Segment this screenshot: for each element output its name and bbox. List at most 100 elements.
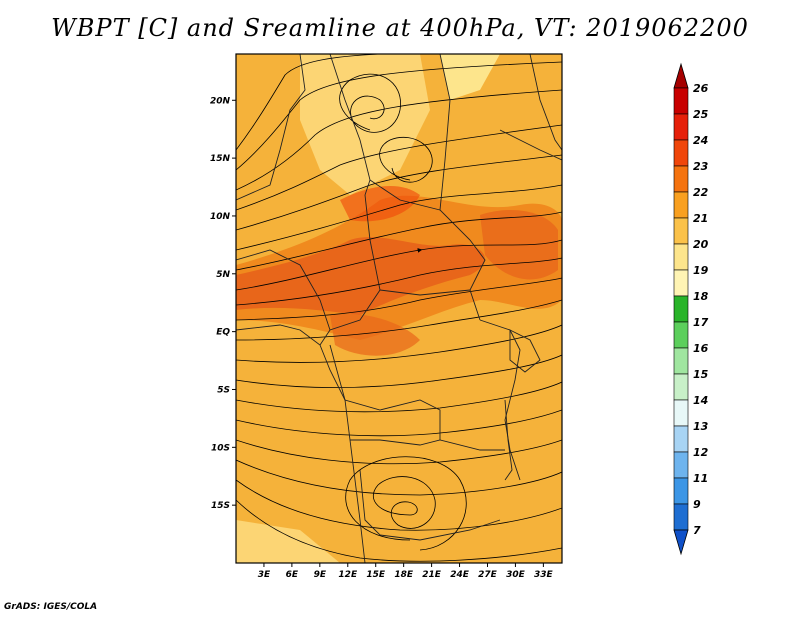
colorbar-label: 12 [693,446,709,459]
colorbar-segment [673,243,689,271]
colorbar-segment [673,165,689,193]
lake-outline [509,329,541,373]
streamline [236,211,562,271]
colorbar: 26 25 24 23 22 21 20 19 18 17 16 15 14 13 12 11 9 7 [673,62,709,556]
streamline [236,154,562,231]
latitude-axis: 20N 15N 10N 5N EQ 5S 10S 15S [210,96,236,511]
colorbar-label: 15 [693,368,709,381]
lon-tick-label: 27E [478,570,498,580]
colorbar-segment [673,87,689,115]
colorbar-segment [673,425,689,453]
colorbar-bottom-triangle [673,529,689,556]
lon-tick-label: 3E [258,570,271,580]
lat-tick-label: 10S [211,443,230,453]
streamline [236,257,562,306]
border [329,344,441,440]
vortex-south-outer [345,456,467,551]
colorbar-segment [673,295,689,323]
streamline [236,184,562,251]
lat-tick-label: 5S [217,385,230,395]
streamline [236,61,562,171]
lat-tick-label: 5N [216,270,230,280]
map-frame [235,53,563,564]
lon-tick-label: 9E [314,570,327,580]
border [499,129,562,161]
vortex-north [339,73,401,133]
colorbar-label: 11 [693,472,708,485]
colorbar-segment [673,321,689,349]
lat-tick-label: 20N [210,96,231,106]
streamline [236,299,562,341]
colorbar-label: 17 [693,316,709,329]
map-title: WBPT [C] and Sreamline at 400hPa, VT: 20… [51,14,749,42]
streamline [236,381,562,413]
colorbar-label: 22 [693,186,709,199]
streamlines [236,54,562,562]
coastline [236,324,366,563]
streamline [236,479,562,531]
colorbar-label: 25 [693,108,709,121]
border [236,249,331,331]
colorbar-label: 20 [693,238,709,251]
light-area-south [236,520,340,563]
streamline [236,499,562,562]
border [379,289,471,296]
lake-outline [504,399,513,481]
colorbar-label: 14 [693,394,708,407]
lon-tick-label: 15E [366,570,386,580]
colorbar-segment [673,451,689,479]
warm-patch-north [340,185,420,222]
lon-tick-label: 12E [338,570,358,580]
colorbar-label: 19 [693,264,709,277]
colorbar-top-triangle [673,62,689,89]
lon-tick-label: 21E [422,570,442,580]
colorbar-segment [673,399,689,427]
streamline [236,324,562,363]
vortex-south [372,476,436,529]
longitude-axis: 3E 6E 9E 12E 15E 18E 21E 24E 27E 30E 33E [258,563,554,580]
lon-tick-label: 33E [534,570,554,580]
colorbar-segment [673,191,689,219]
border [329,54,371,196]
colorbar-label: 24 [693,134,708,147]
colorbar-label: 7 [693,524,701,537]
lat-tick-label: 10N [210,212,231,222]
colorbar-segment [673,347,689,375]
warm-patch-central [330,313,420,356]
colorbar-segment [673,217,689,245]
streamline [236,124,562,211]
grads-credit: GrADS: IGES/COLA [4,602,98,612]
streamline [236,277,562,321]
lat-tick-label: EQ [216,328,230,338]
streamline [236,54,381,151]
colorbar-label: 21 [693,212,708,225]
colorbar-segment [673,139,689,167]
border [369,179,441,211]
colorbar-segment [673,503,689,531]
border [236,54,306,201]
lat-tick-label: 15S [211,501,230,511]
streamline [236,239,562,291]
streamline [236,439,562,465]
border [350,439,505,451]
lon-tick-label: 24E [450,570,470,580]
border [439,54,486,321]
colorbar-label: 26 [693,82,709,95]
colorbar-label: 16 [693,342,709,355]
lat-tick-label: 15N [210,154,231,164]
streamline [236,459,562,496]
border [359,469,501,541]
colorbar-label: 9 [693,498,701,511]
streamline [236,89,562,191]
lon-tick-label: 30E [506,570,526,580]
colorbar-label: 13 [693,420,709,433]
lon-tick-label: 6E [286,570,299,580]
hot-band [236,237,485,315]
colorbar-segment [673,113,689,141]
colorbar-label: 18 [693,290,709,303]
vortex-north-2 [379,136,433,183]
country-borders [236,54,562,563]
lon-tick-label: 18E [394,570,414,580]
streamline [236,409,562,437]
